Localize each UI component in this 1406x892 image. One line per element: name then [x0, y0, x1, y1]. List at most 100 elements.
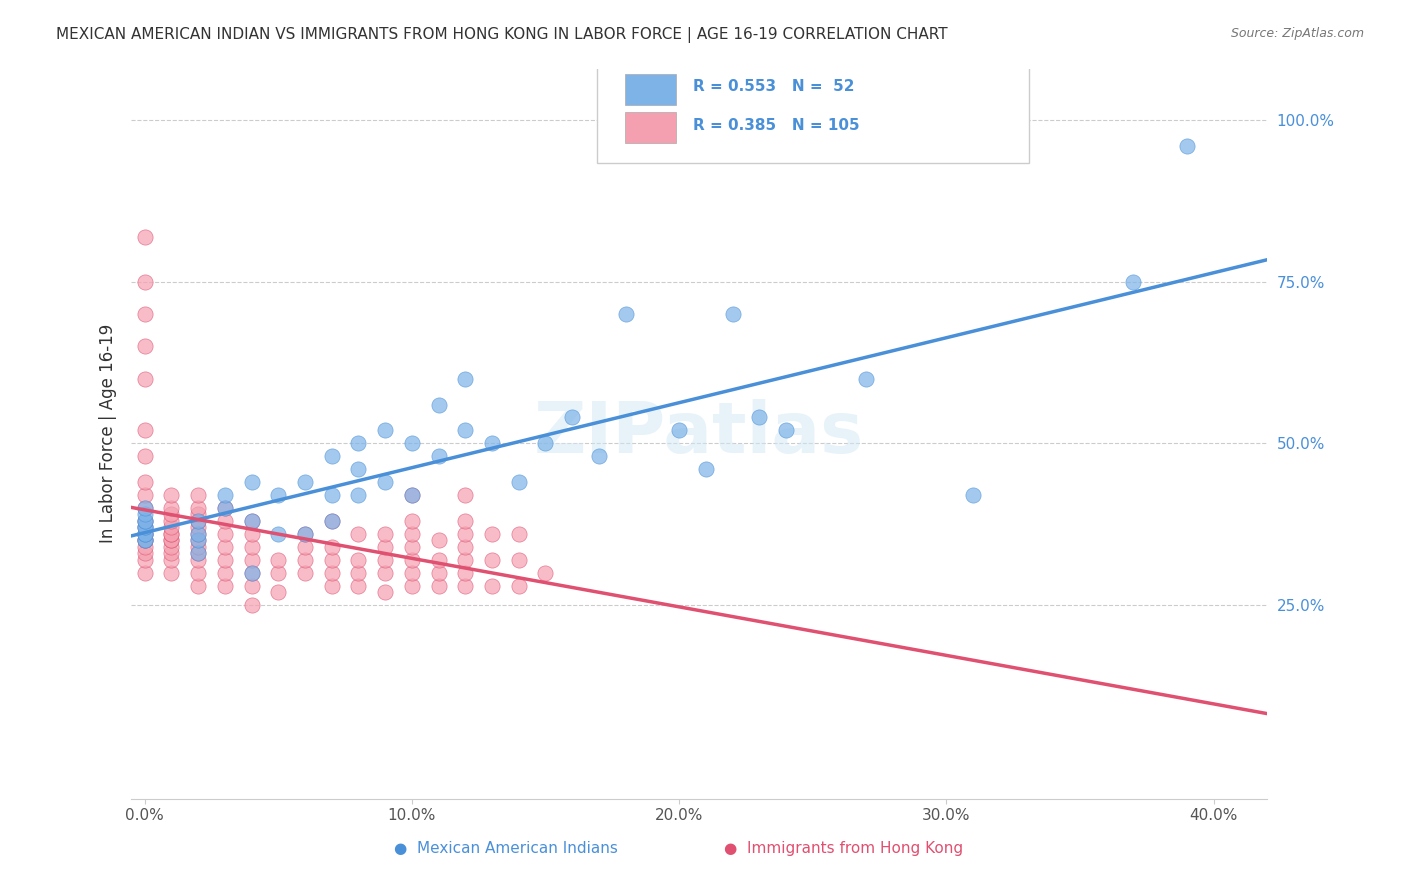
Point [401, 488, 423, 502]
Point [134, 229, 156, 244]
Point [134, 514, 156, 528]
Point [214, 514, 236, 528]
Point [401, 566, 423, 580]
Text: MEXICAN AMERICAN INDIAN VS IMMIGRANTS FROM HONG KONG IN LABOR FORCE | AGE 16-19 : MEXICAN AMERICAN INDIAN VS IMMIGRANTS FR… [56, 27, 948, 43]
Point [401, 514, 423, 528]
Point [187, 540, 209, 554]
Point [374, 552, 396, 566]
Point [160, 552, 183, 566]
Point [401, 552, 423, 566]
Point [267, 552, 290, 566]
Point [187, 533, 209, 548]
Point [240, 475, 263, 489]
Point [187, 546, 209, 560]
Point [267, 585, 290, 599]
Point [187, 578, 209, 592]
Point [160, 533, 183, 548]
Y-axis label: In Labor Force | Age 16-19: In Labor Force | Age 16-19 [100, 324, 117, 543]
Point [508, 475, 530, 489]
Point [187, 533, 209, 548]
Point [481, 526, 503, 541]
Point [134, 275, 156, 289]
Point [374, 585, 396, 599]
Text: R = 0.553   N =  52: R = 0.553 N = 52 [693, 79, 855, 95]
Bar [626, 112, 676, 143]
Point [534, 436, 557, 450]
Point [427, 533, 450, 548]
Text: ●  Mexican American Indians: ● Mexican American Indians [394, 841, 619, 856]
Point [160, 526, 183, 541]
Point [134, 514, 156, 528]
Point [240, 566, 263, 580]
Point [454, 372, 477, 386]
Point [347, 552, 370, 566]
Point [214, 526, 236, 541]
Point [134, 307, 156, 321]
Point [427, 449, 450, 463]
Point [427, 398, 450, 412]
Point [374, 540, 396, 554]
Point [454, 540, 477, 554]
Point [454, 578, 477, 592]
Point [454, 514, 477, 528]
Point [427, 578, 450, 592]
Point [134, 372, 156, 386]
Point [134, 540, 156, 554]
Point [134, 520, 156, 534]
Point [240, 526, 263, 541]
Point [775, 424, 797, 438]
Point [187, 520, 209, 534]
Point [481, 578, 503, 592]
Point [160, 526, 183, 541]
Point [374, 424, 396, 438]
Point [134, 526, 156, 541]
Point [134, 533, 156, 548]
Point [347, 436, 370, 450]
Point [427, 566, 450, 580]
Point [134, 552, 156, 566]
Point [214, 500, 236, 515]
Point [427, 552, 450, 566]
Point [454, 566, 477, 580]
Point [721, 307, 744, 321]
Point [187, 526, 209, 541]
Point [454, 526, 477, 541]
Point [347, 488, 370, 502]
Point [508, 552, 530, 566]
Point [134, 520, 156, 534]
Point [267, 488, 290, 502]
Point [187, 508, 209, 522]
Point [855, 372, 877, 386]
Point [481, 552, 503, 566]
Point [508, 526, 530, 541]
Point [321, 552, 343, 566]
Bar [626, 74, 676, 105]
Point [187, 552, 209, 566]
Point [187, 546, 209, 560]
Point [240, 552, 263, 566]
Point [214, 540, 236, 554]
Point [321, 578, 343, 592]
Point [1122, 275, 1144, 289]
Point [187, 514, 209, 528]
Point [134, 424, 156, 438]
Point [347, 578, 370, 592]
Point [214, 578, 236, 592]
Point [214, 566, 236, 580]
Point [160, 533, 183, 548]
Point [134, 508, 156, 522]
Point [321, 566, 343, 580]
Point [321, 514, 343, 528]
Point [160, 566, 183, 580]
Point [401, 488, 423, 502]
Point [294, 540, 316, 554]
Point [240, 540, 263, 554]
Point [134, 546, 156, 560]
Point [267, 526, 290, 541]
Point [240, 598, 263, 612]
Point [401, 578, 423, 592]
Point [294, 526, 316, 541]
Point [401, 436, 423, 450]
Point [160, 500, 183, 515]
Point [187, 500, 209, 515]
